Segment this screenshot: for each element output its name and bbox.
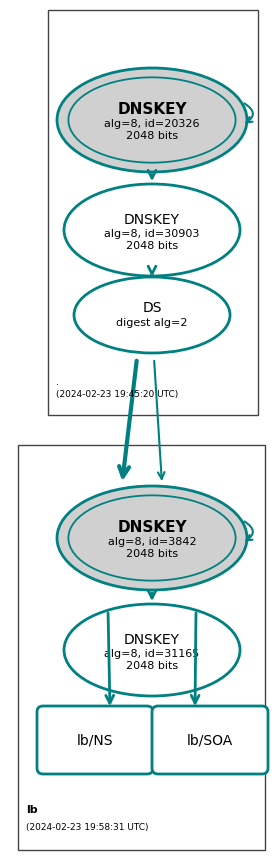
Text: DNSKEY: DNSKEY <box>124 213 180 227</box>
Ellipse shape <box>64 604 240 696</box>
Text: 2048 bits: 2048 bits <box>126 549 178 559</box>
Text: lb: lb <box>26 805 38 815</box>
FancyBboxPatch shape <box>37 706 153 774</box>
Text: alg=8, id=30903: alg=8, id=30903 <box>104 229 200 239</box>
Bar <box>18 445 265 850</box>
Bar <box>48 10 258 415</box>
Text: digest alg=2: digest alg=2 <box>116 318 188 328</box>
Text: lb/SOA: lb/SOA <box>187 733 233 747</box>
Text: DNSKEY: DNSKEY <box>117 102 187 118</box>
Text: (2024-02-23 19:45:20 UTC): (2024-02-23 19:45:20 UTC) <box>56 390 178 399</box>
Text: alg=8, id=20326: alg=8, id=20326 <box>104 119 200 129</box>
Text: 2048 bits: 2048 bits <box>126 131 178 141</box>
Text: DNSKEY: DNSKEY <box>117 521 187 535</box>
Text: lb/NS: lb/NS <box>77 733 113 747</box>
FancyBboxPatch shape <box>152 706 268 774</box>
Text: .: . <box>56 377 59 387</box>
Text: DS: DS <box>142 301 162 315</box>
Text: DNSKEY: DNSKEY <box>124 633 180 647</box>
Text: (2024-02-23 19:58:31 UTC): (2024-02-23 19:58:31 UTC) <box>26 823 148 832</box>
Ellipse shape <box>57 486 247 590</box>
Text: alg=8, id=31165: alg=8, id=31165 <box>104 649 200 659</box>
Ellipse shape <box>57 68 247 172</box>
Text: alg=8, id=3842: alg=8, id=3842 <box>108 537 196 547</box>
Ellipse shape <box>64 184 240 276</box>
Text: 2048 bits: 2048 bits <box>126 241 178 251</box>
Text: 2048 bits: 2048 bits <box>126 661 178 671</box>
Ellipse shape <box>74 277 230 353</box>
